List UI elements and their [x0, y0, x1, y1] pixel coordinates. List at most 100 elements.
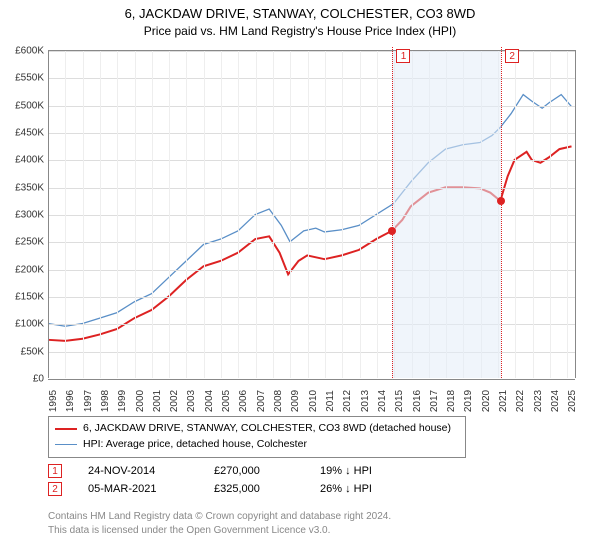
x-tick-label: 2012 [342, 390, 353, 412]
sale-delta: 26% ↓ HPI [320, 483, 372, 495]
x-gridline [360, 51, 361, 378]
x-tick-label: 2021 [498, 390, 509, 412]
x-tick-label: 2003 [186, 390, 197, 412]
x-tick-label: 2022 [515, 390, 526, 412]
x-tick-label: 2015 [394, 390, 405, 412]
x-tick-label: 1997 [83, 390, 94, 412]
x-gridline [100, 51, 101, 378]
chart-plot-area: £0£50K£100K£150K£200K£250K£300K£350K£400… [48, 50, 576, 378]
x-tick-label: 2017 [429, 390, 440, 412]
sale-marker-dot [388, 227, 396, 235]
x-tick-label: 1998 [100, 390, 111, 412]
sale-badge-marker: 2 [505, 49, 519, 63]
x-gridline [169, 51, 170, 378]
chart-subtitle: Price paid vs. HM Land Registry's House … [0, 21, 600, 46]
legend-label: HPI: Average price, detached house, Colc… [83, 437, 307, 453]
x-gridline [204, 51, 205, 378]
legend-swatch [55, 428, 77, 430]
x-gridline [325, 51, 326, 378]
sale-row: 2 05-MAR-2021 £325,000 26% ↓ HPI [48, 482, 372, 496]
y-tick-label: £450K [4, 128, 44, 139]
x-tick-label: 2007 [256, 390, 267, 412]
sale-badge: 2 [48, 482, 62, 496]
legend-box: 6, JACKDAW DRIVE, STANWAY, COLCHESTER, C… [48, 416, 466, 458]
x-gridline [273, 51, 274, 378]
x-tick-label: 2004 [204, 390, 215, 412]
x-gridline [290, 51, 291, 378]
sale-price: £325,000 [214, 483, 294, 495]
x-tick-label: 1996 [65, 390, 76, 412]
x-gridline [48, 51, 49, 378]
legend-item: HPI: Average price, detached house, Colc… [55, 437, 459, 453]
x-gridline [377, 51, 378, 378]
y-tick-label: £0 [4, 374, 44, 385]
shaded-region [392, 51, 501, 378]
y-tick-label: £250K [4, 237, 44, 248]
y-tick-label: £300K [4, 210, 44, 221]
x-tick-label: 2006 [238, 390, 249, 412]
footer-line: This data is licensed under the Open Gov… [48, 524, 391, 538]
sale-price: £270,000 [214, 465, 294, 477]
sale-delta: 19% ↓ HPI [320, 465, 372, 477]
sale-row: 1 24-NOV-2014 £270,000 19% ↓ HPI [48, 464, 372, 478]
x-tick-label: 2005 [221, 390, 232, 412]
x-tick-label: 2002 [169, 390, 180, 412]
sale-vline [501, 47, 502, 378]
x-tick-label: 2023 [533, 390, 544, 412]
y-tick-label: £600K [4, 46, 44, 57]
x-tick-label: 2020 [481, 390, 492, 412]
y-tick-label: £550K [4, 73, 44, 84]
legend-swatch [55, 444, 77, 445]
x-gridline [567, 51, 568, 378]
x-tick-label: 2009 [290, 390, 301, 412]
x-gridline [83, 51, 84, 378]
x-tick-label: 2000 [135, 390, 146, 412]
x-gridline [117, 51, 118, 378]
x-gridline [256, 51, 257, 378]
x-gridline [186, 51, 187, 378]
x-tick-label: 2013 [360, 390, 371, 412]
y-tick-label: £500K [4, 100, 44, 111]
sale-badge-marker: 1 [396, 49, 410, 63]
sale-vline [392, 47, 393, 378]
x-gridline [342, 51, 343, 378]
x-gridline [221, 51, 222, 378]
x-gridline [65, 51, 66, 378]
footer-text: Contains HM Land Registry data © Crown c… [48, 510, 391, 537]
x-gridline [152, 51, 153, 378]
x-tick-label: 2010 [308, 390, 319, 412]
sale-badge: 1 [48, 464, 62, 478]
x-gridline [533, 51, 534, 378]
x-gridline [550, 51, 551, 378]
sale-date: 24-NOV-2014 [88, 465, 188, 477]
x-tick-label: 2018 [446, 390, 457, 412]
x-tick-label: 2014 [377, 390, 388, 412]
x-gridline [238, 51, 239, 378]
footer-line: Contains HM Land Registry data © Crown c… [48, 510, 391, 524]
x-tick-label: 2001 [152, 390, 163, 412]
x-tick-label: 2008 [273, 390, 284, 412]
y-tick-label: £200K [4, 264, 44, 275]
sales-table: 1 24-NOV-2014 £270,000 19% ↓ HPI 2 05-MA… [48, 460, 372, 500]
chart-title: 6, JACKDAW DRIVE, STANWAY, COLCHESTER, C… [0, 0, 600, 21]
y-tick-label: £150K [4, 292, 44, 303]
x-tick-label: 2019 [463, 390, 474, 412]
x-tick-label: 1995 [48, 390, 59, 412]
x-gridline [135, 51, 136, 378]
y-tick-label: £50K [4, 346, 44, 357]
sale-marker-dot [497, 197, 505, 205]
y-gridline [48, 379, 575, 380]
y-tick-label: £400K [4, 155, 44, 166]
sale-date: 05-MAR-2021 [88, 483, 188, 495]
y-tick-label: £100K [4, 319, 44, 330]
x-tick-label: 1999 [117, 390, 128, 412]
legend-label: 6, JACKDAW DRIVE, STANWAY, COLCHESTER, C… [83, 421, 451, 437]
x-tick-label: 2024 [550, 390, 561, 412]
x-gridline [515, 51, 516, 378]
legend-item: 6, JACKDAW DRIVE, STANWAY, COLCHESTER, C… [55, 421, 459, 437]
y-tick-label: £350K [4, 182, 44, 193]
x-tick-label: 2011 [325, 390, 336, 412]
x-tick-label: 2016 [412, 390, 423, 412]
x-tick-label: 2025 [567, 390, 578, 412]
x-gridline [308, 51, 309, 378]
